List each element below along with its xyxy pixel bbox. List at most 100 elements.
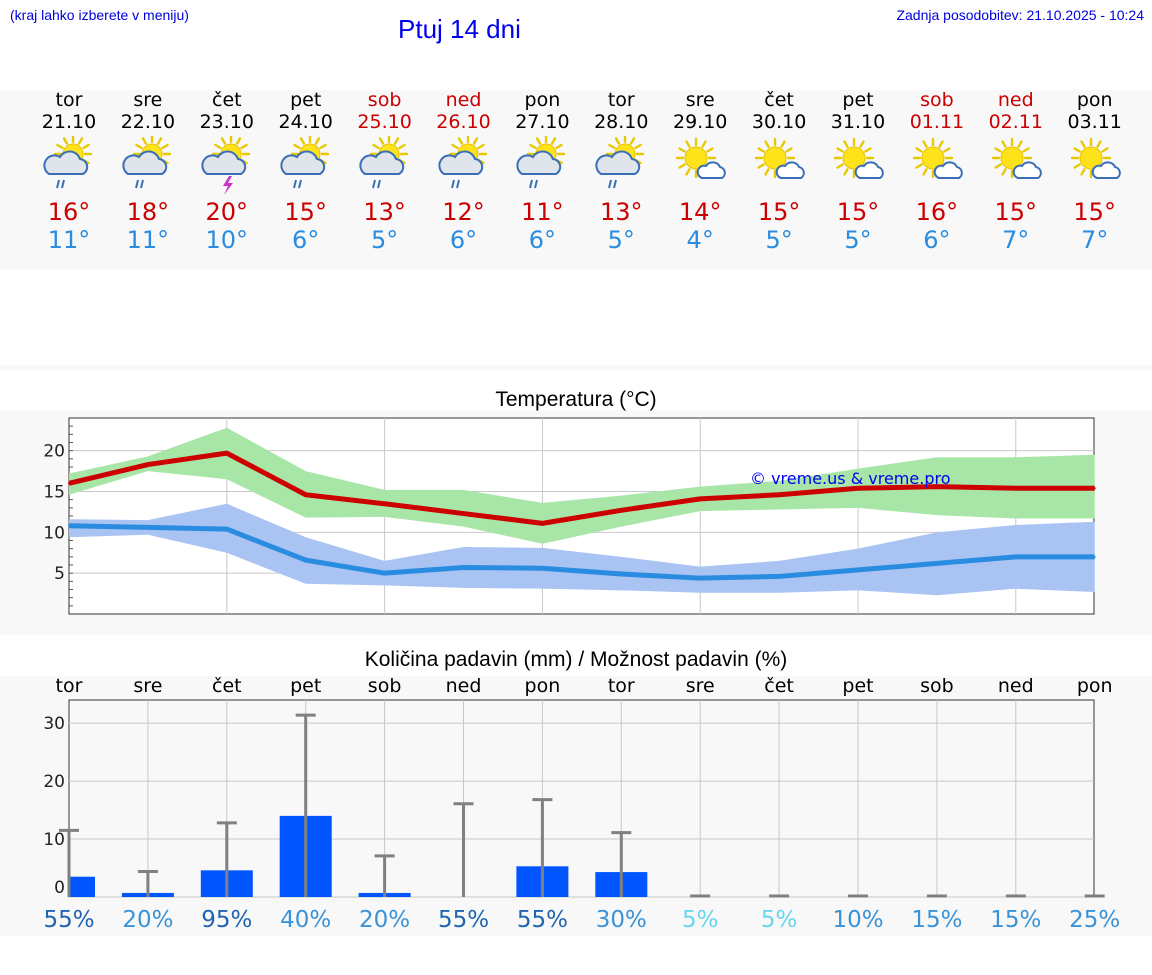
max-temperature: 15° (836, 198, 880, 226)
min-temperature: 6° (528, 226, 557, 254)
day-name: sre (685, 89, 715, 111)
max-temperature: 12° (442, 198, 485, 226)
precipitation-chart-title: Količina padavin (mm) / Možnost padavin … (364, 648, 788, 671)
max-temperature-line (68, 450, 1095, 526)
sun-small-cloud-icon (1067, 136, 1127, 196)
temperature-chart: 5 10 15 20 © vreme.us & vreme.pro (43, 417, 1096, 615)
day-date: 27.10 (515, 111, 570, 133)
y-tick-label: 20 (43, 442, 65, 462)
sun-cloud-rain-icon (357, 134, 417, 196)
max-temperature-point (1093, 487, 1096, 490)
min-temperature-point (620, 572, 623, 575)
day-name: sob (367, 89, 402, 111)
divider (0, 365, 1152, 370)
max-temperature: 13° (600, 198, 643, 226)
precipitation-probability: 55% (438, 907, 489, 933)
max-temperature: 18° (126, 198, 170, 226)
day-date: 29.10 (672, 111, 728, 133)
max-temperature-point (699, 497, 702, 500)
category-label: pet (290, 675, 321, 697)
day-date: 26.10 (436, 111, 491, 133)
max-temperature-point (383, 502, 386, 505)
min-temperature-point (935, 562, 938, 565)
sun-cloud-rain-icon (278, 134, 338, 196)
min-temperature: 10° (205, 226, 249, 254)
min-temperature-point (778, 575, 781, 578)
y-tick-label: 20 (43, 772, 65, 792)
precipitation-probability: 95% (201, 907, 252, 933)
day-name: tor (55, 89, 83, 111)
precipitation-probability: 5% (761, 907, 798, 933)
day-name: sre (133, 89, 163, 111)
min-temperature-point (68, 524, 70, 527)
category-label: tor (608, 675, 635, 697)
day-date: 02.11 (988, 111, 1043, 133)
max-temperature-point (620, 509, 623, 512)
day-name: ned (997, 89, 1034, 111)
y-tick-label: 30 (43, 714, 65, 734)
day-date: 25.10 (357, 111, 412, 133)
category-label: čet (764, 675, 794, 697)
min-temperature-point (857, 568, 859, 571)
day-date: 21.10 (41, 111, 97, 133)
page-title: Ptuj 14 dni (398, 14, 521, 44)
min-temperature: 11° (47, 226, 91, 254)
sun-cloud-rain-icon (593, 134, 653, 196)
min-temperature: 11° (126, 226, 170, 254)
sun-cloud-rain-icon (514, 134, 574, 196)
min-temperature: 5° (607, 226, 635, 254)
max-temperature: 15° (757, 198, 801, 226)
max-temperature-point (304, 493, 307, 496)
day-name: čet (764, 89, 794, 111)
y-tick-label: 10 (43, 523, 65, 543)
max-temperature-point (935, 485, 938, 488)
sun-small-cloud-icon (988, 136, 1048, 196)
category-label: pon (525, 675, 561, 697)
sun-cloud-thunder-icon (199, 134, 259, 196)
precipitation-probability: 55% (43, 907, 94, 933)
day-date: 28.10 (594, 111, 649, 133)
min-temperature-point (1093, 555, 1096, 558)
day-name: ned (445, 89, 482, 111)
category-label: pet (842, 675, 873, 697)
temperature-chart-title: Temperatura (°C) (495, 388, 657, 411)
day-date: 22.10 (120, 111, 176, 133)
max-temperature: 16° (915, 198, 959, 226)
plot-area (68, 699, 1095, 898)
min-temperature-point (462, 566, 465, 569)
min-temperature: 4° (686, 226, 714, 254)
category-label: sob (368, 675, 402, 697)
min-temperature: 7° (1081, 226, 1109, 254)
min-temperature: 5° (370, 226, 399, 254)
max-temperature: 20° (205, 198, 249, 226)
precipitation-probability: 15% (990, 907, 1041, 933)
location-menu-hint: (kraj lahko izberete v meniju) (10, 7, 189, 23)
sun-cloud-rain-icon (120, 134, 180, 196)
watermark: © vreme.us & vreme.pro (750, 469, 951, 488)
precipitation-probability: 30% (596, 907, 647, 933)
max-temperature-point (857, 487, 859, 490)
max-temperature-point (778, 493, 781, 496)
max-temperature-point (462, 512, 465, 515)
category-label: sre (686, 675, 715, 697)
min-temperature: 6° (292, 226, 320, 254)
precipitation-probability: 20% (359, 907, 410, 933)
day-name: pet (842, 89, 874, 111)
max-temperature-point (68, 482, 70, 485)
y-tick-label: 0 (54, 878, 65, 898)
day-date: 03.11 (1067, 111, 1122, 133)
max-temperature-point (146, 463, 149, 466)
max-temperature-point (541, 522, 544, 525)
min-temperature-point (225, 528, 228, 531)
max-temperature-point (1014, 487, 1017, 490)
day-date: 31.10 (830, 111, 886, 133)
min-temperature-point (383, 572, 386, 575)
day-name: pon (524, 89, 561, 111)
category-label: sre (133, 675, 162, 697)
day-name: pet (290, 89, 322, 111)
day-name: tor (607, 89, 635, 111)
min-temperature-point (304, 559, 307, 562)
max-temperature-point (225, 452, 228, 455)
category-label: ned (998, 675, 1034, 697)
sun-small-cloud-icon (830, 136, 890, 196)
